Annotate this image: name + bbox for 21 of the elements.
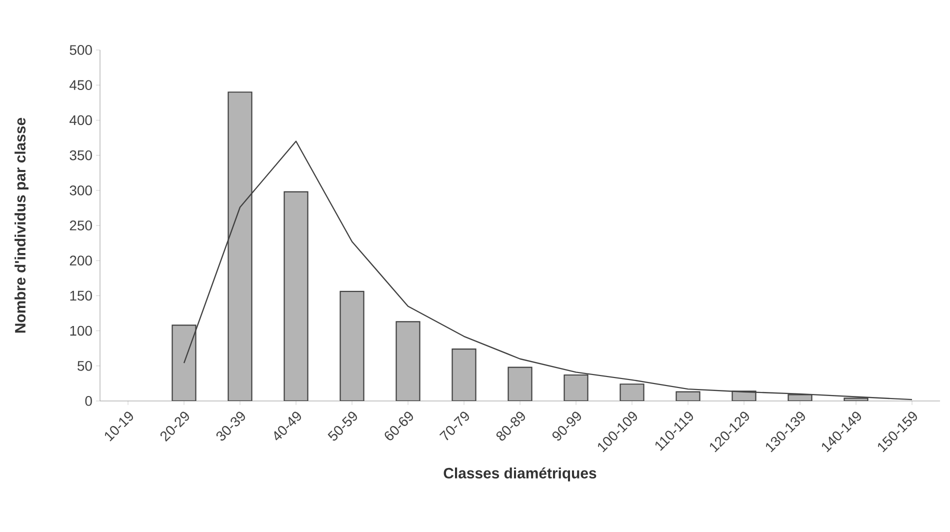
y-tick-label: 100 (70, 326, 92, 336)
y-tick-label: 50 (78, 360, 92, 371)
bar (396, 321, 420, 401)
bar (508, 366, 532, 401)
y-tick-label: 350 (70, 150, 92, 160)
bar (452, 348, 476, 401)
bar (228, 92, 252, 401)
y-tick-label: 0 (85, 396, 92, 406)
bar (284, 191, 308, 401)
y-tick-label: 200 (70, 256, 92, 266)
y-tick-label: 450 (70, 80, 92, 90)
bar (172, 324, 196, 401)
y-axis-title: Nombre d'individus par classe (14, 118, 28, 333)
bar (564, 374, 588, 401)
x-axis-title: Classes diamétriques (444, 467, 596, 482)
y-tick-label: 300 (70, 185, 92, 196)
y-tick-label: 150 (70, 290, 92, 301)
bar (340, 290, 364, 401)
y-tick-label: 400 (70, 115, 92, 126)
y-tick-label: 250 (70, 220, 92, 230)
y-tick-label: 500 (70, 45, 92, 55)
